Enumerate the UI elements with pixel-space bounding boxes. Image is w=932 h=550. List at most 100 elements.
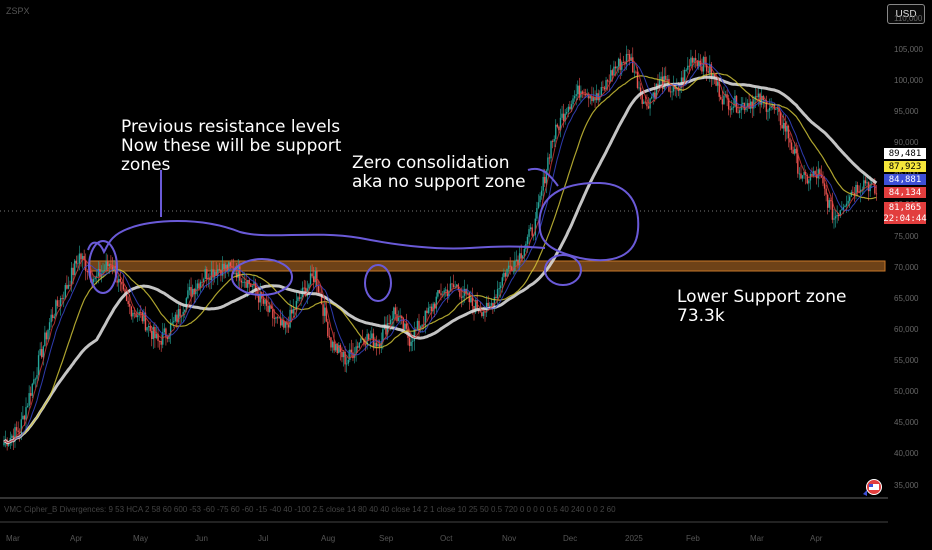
price-badge: 89,481 <box>884 148 926 159</box>
candle-body <box>345 363 348 365</box>
candle-body <box>75 260 78 264</box>
candle-body <box>14 427 16 442</box>
circle-left <box>88 240 118 294</box>
price-tick: 50,000 <box>894 387 919 397</box>
candle-body <box>196 283 199 289</box>
candle-body <box>644 101 647 103</box>
candle-body <box>517 259 519 266</box>
candle-body <box>169 324 172 335</box>
price-tick: 40,000 <box>894 449 919 459</box>
candle-body <box>657 83 659 88</box>
candle-body <box>218 269 221 271</box>
time-tick: 2025 <box>625 534 643 543</box>
candle-body <box>800 173 802 179</box>
candle-body <box>28 393 30 406</box>
candle-body <box>416 320 419 330</box>
price-axis[interactable]: 110,000105,000100,00095,00090,00085,0008… <box>888 0 932 498</box>
candle-body <box>48 322 51 330</box>
candle-body <box>389 319 392 325</box>
candle-body <box>839 210 841 217</box>
ma-blue-line <box>3 61 877 443</box>
candle-body <box>509 265 511 267</box>
candle-body <box>753 99 755 109</box>
candle-body <box>441 294 444 296</box>
candle-body <box>660 76 662 81</box>
candle-body <box>542 176 544 191</box>
candle-body <box>401 316 403 319</box>
candle-body <box>555 124 557 139</box>
candle-body <box>364 344 367 346</box>
price-badge: 84,881 <box>884 174 926 185</box>
candle-body <box>147 326 150 328</box>
candle-body <box>584 94 587 96</box>
candle-body <box>830 200 832 202</box>
candle-body <box>863 180 865 190</box>
candle-body <box>375 342 378 347</box>
candle-body <box>85 260 87 272</box>
candle-body <box>479 311 481 313</box>
candle-body <box>320 293 323 305</box>
candle-body <box>518 253 521 266</box>
candle-body <box>140 311 142 313</box>
candle-body <box>154 326 156 339</box>
candle-body <box>874 182 876 194</box>
candle-body <box>562 113 565 122</box>
candle-body <box>173 321 175 323</box>
candle-body <box>94 277 96 280</box>
candle-body <box>600 87 603 97</box>
candle-body <box>347 359 349 364</box>
candle-body <box>11 435 13 438</box>
candle-body <box>790 142 793 150</box>
candle-body <box>617 58 620 67</box>
candle-body <box>177 309 180 322</box>
candle-body <box>311 273 313 277</box>
candle-body <box>652 92 654 97</box>
currency-button[interactable]: USD <box>887 4 925 24</box>
candle-body <box>716 81 719 86</box>
candle-body <box>366 334 368 345</box>
candle-body <box>174 314 177 322</box>
flag-icon[interactable] <box>862 478 884 496</box>
candle-body <box>872 182 874 184</box>
candle-body <box>42 346 44 358</box>
candle-body <box>503 272 505 278</box>
annotation-resistance-line2: Now these will be support <box>121 136 342 156</box>
candle-body <box>672 84 675 92</box>
candle-body <box>457 284 459 291</box>
candle-body <box>523 249 526 256</box>
candle-body <box>534 218 537 236</box>
candle-body <box>179 309 181 317</box>
candle-body <box>515 259 518 262</box>
candle-body <box>70 267 73 286</box>
candle-body <box>226 264 228 272</box>
candle-body <box>797 153 799 174</box>
candle-body <box>17 430 19 433</box>
candle-body <box>528 229 530 237</box>
candle-body <box>520 253 522 259</box>
candle-body <box>15 427 18 431</box>
candle-body <box>342 351 345 358</box>
candle-body <box>242 282 244 283</box>
candle-body <box>250 284 252 287</box>
candle-body <box>492 303 494 308</box>
candle-body <box>391 318 393 320</box>
candle-body <box>149 326 151 331</box>
candle-body <box>611 70 614 76</box>
time-tick: Feb <box>686 534 700 543</box>
candle-body <box>235 272 238 278</box>
candle-body <box>369 338 371 340</box>
candle-body <box>74 260 76 276</box>
candle-body <box>427 307 430 314</box>
candle-body <box>240 280 243 283</box>
candle-body <box>297 297 299 301</box>
time-axis[interactable]: Mar Apr May Jun Jul Aug Sep Oct Nov Dec 2025 Feb Mar… <box>0 528 932 550</box>
candle-body <box>37 355 40 376</box>
candle-body <box>707 71 709 73</box>
candle-body <box>199 281 202 289</box>
price-badge: 84,134 <box>884 187 926 198</box>
time-tick: Sep <box>379 534 394 543</box>
bracket-curve <box>87 220 546 255</box>
candle-body <box>809 174 812 181</box>
candle-body <box>687 65 689 70</box>
